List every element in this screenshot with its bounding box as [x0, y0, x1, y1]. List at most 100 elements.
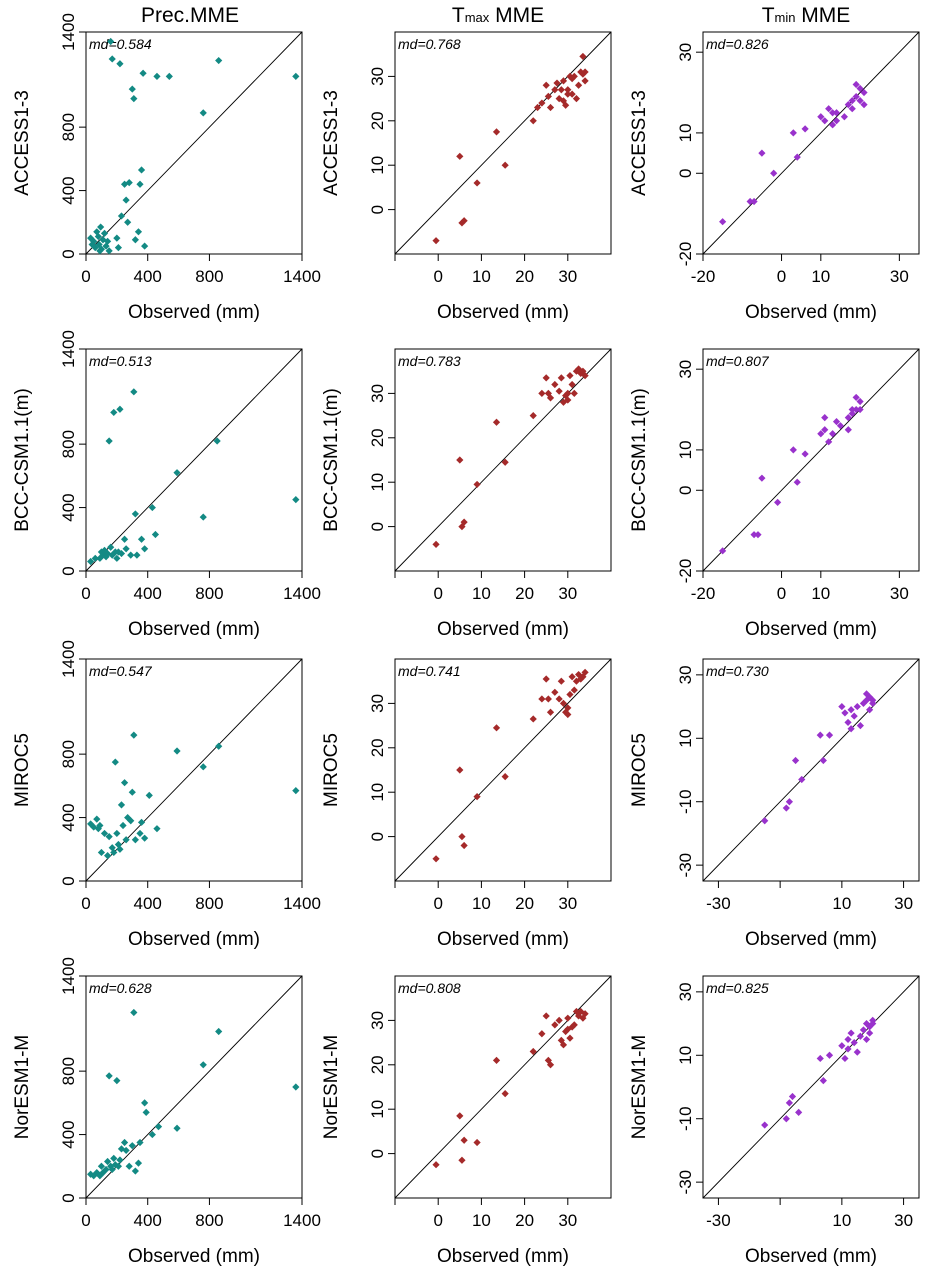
data-point — [564, 1025, 572, 1033]
data-point — [801, 450, 809, 458]
data-point — [460, 217, 468, 225]
x-tick-label: 0 — [777, 267, 786, 286]
data-point — [551, 380, 559, 389]
x-tick-label: 0 — [81, 267, 90, 286]
data-point — [148, 1130, 156, 1139]
md-annotation: md=0.741 — [398, 663, 461, 679]
data-point — [847, 725, 855, 733]
data-point — [145, 791, 153, 799]
data-point — [566, 1034, 574, 1042]
data-point — [557, 86, 565, 94]
data-point — [538, 99, 546, 107]
data-point — [750, 531, 758, 539]
data-point — [116, 405, 124, 413]
x-tick-label: 1400 — [283, 267, 321, 286]
data-point — [458, 833, 466, 841]
data-point — [501, 1090, 509, 1098]
data-point — [154, 1123, 163, 1131]
x-axis-label: Observed (mm) — [128, 929, 260, 950]
data-point — [458, 219, 466, 227]
data-point — [432, 540, 440, 548]
plot-frame — [702, 975, 920, 1199]
data-point — [460, 841, 468, 850]
y-tick-label: 400 — [59, 803, 78, 831]
data-point — [97, 245, 106, 253]
data-point — [844, 426, 852, 434]
data-point — [141, 242, 149, 250]
data-point — [750, 197, 758, 206]
data-point — [575, 81, 583, 89]
data-point — [529, 412, 537, 420]
data-point — [122, 836, 130, 844]
data-point — [492, 128, 501, 136]
data-point — [456, 766, 464, 774]
x-tick-label: 30 — [890, 584, 909, 603]
data-point — [199, 109, 207, 117]
data-point — [125, 179, 133, 187]
data-point — [850, 712, 858, 720]
data-point — [91, 554, 99, 562]
data-point — [719, 547, 727, 555]
data-point — [501, 773, 509, 781]
data-point — [542, 374, 550, 382]
data-point — [795, 1108, 803, 1116]
scatter-panel-0-1: 0 10 20 30 0 10 20 30 Observed (mm) ACCESS1-3 md=0… — [321, 31, 612, 323]
data-point — [542, 1012, 550, 1020]
data-point — [819, 1077, 827, 1085]
data-point — [141, 1099, 149, 1107]
data-point — [141, 545, 149, 553]
y-axis-label: MIROC5 — [321, 733, 342, 807]
md-annotation: md=0.730 — [706, 663, 769, 679]
x-tick-label: 1400 — [283, 1211, 321, 1230]
column-title-rest: MME — [795, 4, 851, 27]
data-point — [770, 169, 778, 177]
data-point — [153, 72, 161, 80]
data-point — [559, 97, 568, 105]
data-point — [564, 90, 572, 98]
data-point — [829, 121, 837, 129]
y-tick-label: 10 — [676, 440, 695, 459]
y-tick-label: 30 — [676, 360, 695, 379]
column-title-sub: max — [464, 10, 490, 25]
data-point — [816, 731, 824, 739]
x-tick-label: 20 — [515, 584, 534, 603]
data-point — [719, 218, 727, 226]
data-point — [538, 695, 546, 703]
y-tick-label: 0 — [368, 832, 387, 841]
md-annotation: md=0.768 — [398, 36, 461, 52]
scatter-panel-3-2: -30 10 30 -30 -10 10 30 Observed (mm) NorESM1-M m… — [629, 975, 920, 1267]
x-tick-label: 0 — [81, 584, 90, 603]
data-point — [100, 829, 109, 838]
data-point — [579, 673, 587, 681]
data-point — [97, 548, 106, 556]
x-tick-label: 400 — [134, 894, 162, 913]
data-point — [862, 696, 871, 704]
plot-frame — [394, 975, 612, 1199]
data-point — [292, 1083, 300, 1091]
x-tick-label: 800 — [195, 267, 223, 286]
data-point — [492, 418, 501, 426]
data-point — [546, 103, 555, 112]
data-point — [114, 840, 122, 849]
x-axis-label: Observed (mm) — [745, 1246, 877, 1267]
x-tick-label: 30 — [558, 267, 577, 286]
y-tick-label: 800 — [59, 113, 78, 141]
data-point — [133, 551, 141, 559]
data-point — [838, 1042, 846, 1050]
data-point — [104, 852, 112, 860]
data-point — [130, 95, 138, 103]
column-title-sub: min — [774, 10, 796, 25]
md-annotation: md=0.513 — [89, 353, 152, 369]
data-point — [860, 101, 868, 109]
data-point — [173, 1124, 181, 1132]
y-tick-label: 10 — [368, 1100, 387, 1119]
y-tick-label: 0 — [368, 522, 387, 531]
y-tick-label: 10 — [368, 783, 387, 802]
data-point — [791, 756, 800, 765]
data-point — [819, 756, 827, 765]
data-point — [111, 1161, 119, 1169]
data-point — [113, 829, 121, 838]
data-point — [113, 554, 121, 562]
data-point — [131, 236, 139, 244]
x-tick-label: 30 — [558, 584, 577, 603]
